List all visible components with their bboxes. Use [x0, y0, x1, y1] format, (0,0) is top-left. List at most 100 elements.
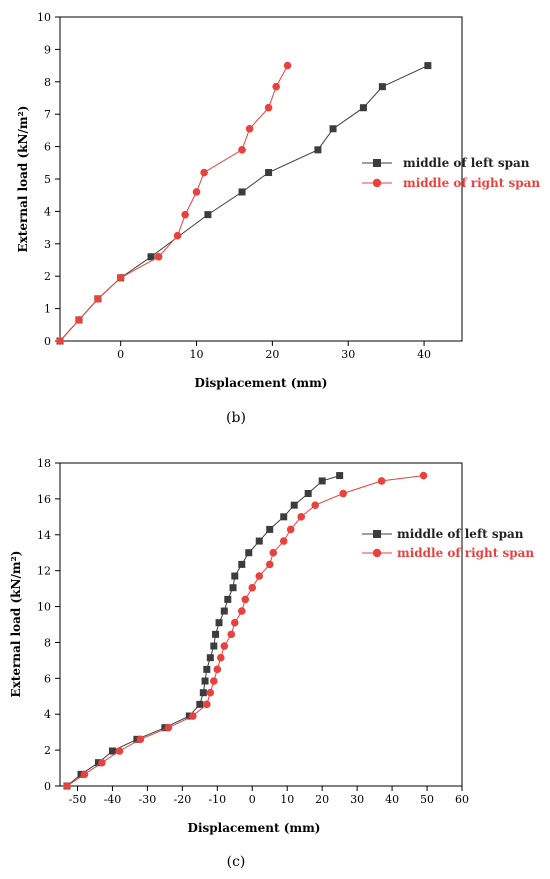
chart-b-y-tick-label: 7 — [44, 108, 51, 121]
chart-c-x-tick-label: -20 — [173, 793, 191, 806]
chart-b-point-right-span — [116, 274, 125, 282]
chart-c-point-left-span — [318, 477, 326, 485]
chart-b-point-right-span — [181, 210, 189, 219]
chart-c-legend-marker-left — [373, 530, 381, 538]
chart-c-point-left-span — [336, 472, 344, 480]
chart-c-series — [63, 471, 428, 790]
chart-c-y-tick-label: 16 — [37, 493, 51, 506]
chart-c-point-right-span — [230, 618, 239, 627]
chart-c-point-left-span — [266, 525, 274, 533]
chart-c-point-right-span — [115, 747, 124, 755]
chart-b-x-tick-label: 0 — [117, 348, 124, 361]
chart-b-point-left-span — [265, 169, 273, 177]
chart-c-point-right-span — [248, 583, 257, 592]
chart-c-point-right-span — [98, 758, 106, 767]
chart-b-point-right-span — [238, 146, 246, 154]
chart-c-point-right-span — [255, 572, 264, 580]
chart-c-x-tick-label: 50 — [420, 793, 434, 806]
chart-c-x-tick-label: 0 — [249, 793, 256, 806]
chart-c-x-tick-label: 10 — [280, 793, 294, 806]
chart-b-x-tick-label: 40 — [417, 348, 431, 361]
chart-c-y-tick-label: 0 — [44, 780, 51, 793]
chart-c-x-tick-label: 30 — [350, 793, 364, 806]
chart-c-point-right-span — [213, 665, 222, 674]
chart-c-legend-marker-right — [372, 548, 382, 558]
chart-c-point-right-span — [311, 501, 319, 509]
chart-c-ticks: -50 -40 -30 -20 -10 0 10 20 30 40 50 60 0 2 4 6 8 10 12 14 1… — [37, 457, 469, 806]
chart-b-point-right-span — [272, 82, 280, 91]
chart-b-point-right-span — [154, 252, 163, 261]
chart-c-x-tick-label: -10 — [208, 793, 226, 806]
chart-b-y-tick-label: 5 — [44, 173, 51, 186]
chart-c-x-tick-label: 60 — [455, 793, 469, 806]
chart-b-point-right-span — [245, 124, 254, 133]
chart-b-y-tick-label: 1 — [44, 303, 51, 316]
chart-b-plot-frame — [59, 16, 463, 342]
chart-b-point-right-span — [283, 61, 292, 70]
chart-b-legend-marker-left — [373, 159, 381, 167]
chart-c-y-tick-label: 12 — [37, 565, 51, 578]
chart-b-point-left-span — [424, 62, 432, 70]
chart-c-point-left-span — [203, 665, 211, 673]
chart-c-x-tick-label: 40 — [385, 793, 399, 806]
chart-c-point-right-span — [210, 677, 218, 685]
chart-b-point-right-span — [264, 103, 273, 112]
chart-c-point-right-span — [297, 513, 306, 521]
chart-c-x-tick-label: -50 — [69, 793, 87, 806]
chart-c-point-left-span — [210, 642, 218, 650]
chart-b-point-left-span — [147, 253, 155, 261]
chart-c-point-left-span — [196, 700, 204, 708]
chart-b-y-axis-title: External load (kN/m²) — [16, 106, 30, 253]
chart-c-point-right-span — [80, 770, 89, 779]
chart-c-point-left-span — [212, 630, 220, 638]
chart-b-x-tick-label: 10 — [190, 348, 204, 361]
chart-c-point-right-span — [279, 537, 288, 545]
chart-c-y-axis-title: External load (kN/m²) — [9, 551, 23, 698]
chart-c-point-right-span — [203, 700, 211, 709]
chart-b-legend-marker-right — [372, 178, 382, 188]
chart-c-y-tick-label: 8 — [44, 636, 51, 649]
chart-c-point-left-span — [220, 607, 228, 615]
chart-b-point-left-span — [329, 125, 337, 133]
chart-c-series-line-right-span — [66, 475, 424, 787]
chart-b-y-tick-label: 8 — [44, 76, 51, 89]
chart-c-x-tick-label: -30 — [139, 793, 157, 806]
chart-c-point-right-span — [136, 735, 145, 744]
chart-b-legend: middle of left span middle of right span — [362, 156, 540, 190]
chart-c-point-left-span — [206, 654, 214, 662]
chart-c-point-left-span — [199, 689, 207, 697]
chart-b-point-right-span — [200, 168, 208, 177]
chart-c-point-right-span — [206, 688, 215, 697]
chart-c-point-right-span — [164, 723, 173, 732]
chart-b-series-line-left-span — [59, 65, 429, 342]
chart-c-y-tick-label: 14 — [37, 529, 51, 542]
chart-b-caption: (b) — [226, 410, 246, 426]
chart-c-caption: (c) — [227, 854, 246, 870]
chart-b-point-left-span — [378, 83, 386, 91]
chart-c-point-left-span — [290, 501, 298, 509]
chart-c-point-left-span — [255, 537, 263, 545]
chart-c-point-left-span — [231, 572, 239, 580]
chart-c: -50 -40 -30 -20 -10 0 10 20 30 40 50 60 0 2 4 6 8 10 12 14 1… — [9, 457, 534, 870]
chart-c-point-right-span — [241, 595, 250, 604]
chart-b-y-tick-label: 6 — [44, 141, 51, 154]
chart-c-legend-label-left: middle of left span — [397, 527, 524, 541]
chart-b-point-left-span — [238, 188, 246, 196]
chart-c-plot-frame — [59, 462, 463, 787]
chart-b-point-right-span — [56, 337, 64, 345]
chart-c-y-tick-label: 2 — [44, 744, 51, 757]
chart-b-y-tick-label: 9 — [44, 43, 51, 56]
chart-c-point-right-span — [237, 607, 246, 615]
chart-b-y-tick-label: 0 — [44, 335, 51, 348]
chart-b-point-left-span — [204, 211, 212, 219]
chart-b-x-tick-label: 20 — [265, 348, 279, 361]
chart-b-point-right-span — [173, 231, 182, 240]
chart-c-point-left-span — [108, 747, 116, 755]
chart-b-ticks: 0 10 20 30 40 0 1 2 3 4 5 6 7 8 9 10 — [37, 11, 431, 361]
chart-c-point-right-span — [265, 560, 274, 569]
chart-b-y-tick-label: 10 — [37, 11, 51, 24]
chart-c-point-right-span — [220, 642, 229, 650]
chart-c-point-left-span — [245, 549, 253, 557]
